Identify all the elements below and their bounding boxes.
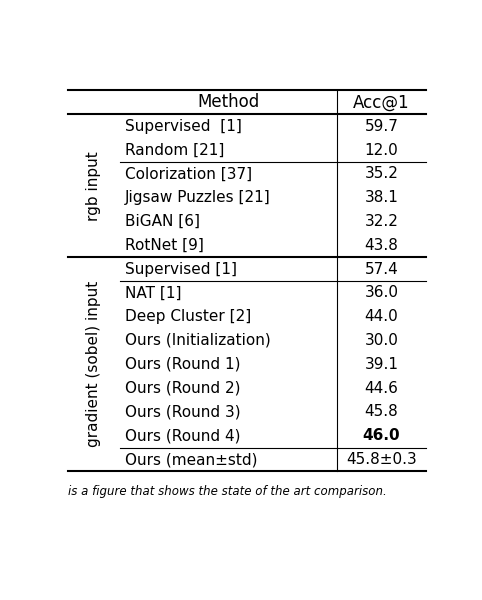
Text: Acc@1: Acc@1 — [353, 94, 410, 112]
Text: Ours (Round 1): Ours (Round 1) — [124, 357, 240, 372]
Text: Jigsaw Puzzles [21]: Jigsaw Puzzles [21] — [124, 190, 270, 205]
Text: rgb input: rgb input — [86, 151, 101, 221]
Text: 45.8±0.3: 45.8±0.3 — [346, 452, 417, 467]
Text: gradient (sobel) input: gradient (sobel) input — [86, 281, 101, 448]
Text: is a figure that shows the state of the art comparison.: is a figure that shows the state of the … — [67, 485, 387, 498]
Text: 44.0: 44.0 — [364, 309, 399, 324]
Text: Supervised [1]: Supervised [1] — [124, 262, 237, 277]
Text: Random [21]: Random [21] — [124, 143, 224, 158]
Text: BiGAN [6]: BiGAN [6] — [124, 214, 200, 229]
Text: 45.8: 45.8 — [364, 404, 399, 419]
Text: Ours (mean±std): Ours (mean±std) — [124, 452, 257, 467]
Text: NAT [1]: NAT [1] — [124, 286, 181, 301]
Text: Method: Method — [197, 94, 259, 112]
Text: RotNet [9]: RotNet [9] — [124, 238, 203, 253]
Text: 35.2: 35.2 — [364, 166, 399, 181]
Text: 38.1: 38.1 — [364, 190, 399, 205]
Text: 43.8: 43.8 — [364, 238, 399, 253]
Text: 59.7: 59.7 — [364, 119, 399, 134]
Text: 32.2: 32.2 — [364, 214, 399, 229]
Text: Ours (Initialization): Ours (Initialization) — [124, 333, 270, 348]
Text: 57.4: 57.4 — [364, 262, 399, 277]
Text: 44.6: 44.6 — [364, 380, 399, 395]
Text: 39.1: 39.1 — [364, 357, 399, 372]
Text: Deep Cluster [2]: Deep Cluster [2] — [124, 309, 251, 324]
Text: 12.0: 12.0 — [364, 143, 399, 158]
Text: Colorization [37]: Colorization [37] — [124, 166, 252, 181]
Text: 36.0: 36.0 — [364, 286, 399, 301]
Text: Supervised  [1]: Supervised [1] — [124, 119, 241, 134]
Text: Ours (Round 4): Ours (Round 4) — [124, 428, 240, 443]
Text: Ours (Round 2): Ours (Round 2) — [124, 380, 240, 395]
Text: 46.0: 46.0 — [362, 428, 401, 443]
Text: 30.0: 30.0 — [364, 333, 399, 348]
Text: Ours (Round 3): Ours (Round 3) — [124, 404, 240, 419]
